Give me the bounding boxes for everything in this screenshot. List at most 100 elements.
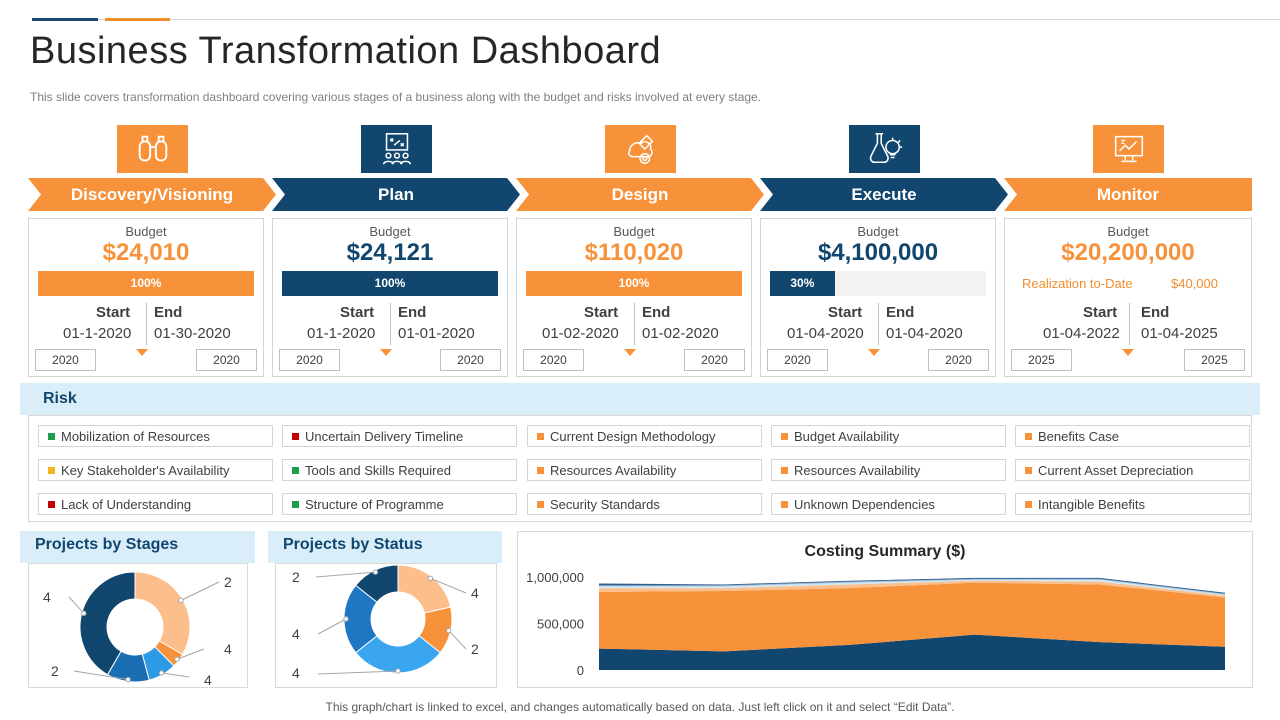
risk-item-label: Key Stakeholder's Availability [61,462,230,478]
end-label: End [1141,304,1170,321]
donut-leader-dot [174,656,180,662]
stage-chevron-label: Design [611,184,669,204]
donut-data-label: 2 [471,641,479,657]
progress-label: 100% [618,276,650,290]
progress-bar: 100% [526,271,742,296]
donut-leader-dot [125,676,131,683]
end-date: 01-04-2020 [886,325,963,342]
donut-data-label: 4 [292,665,300,681]
stage-chevron-execute[interactable]: Execute [760,178,1008,211]
end-label: End [398,304,427,321]
area-series[interactable] [599,582,1225,652]
y-tick-label: 500,000 [537,617,584,632]
stage-chevron-discovery[interactable]: Discovery/Visioning [28,178,276,211]
projects-by-status-donut: 4 2 4 4 2 [292,564,479,681]
risk-item-label: Benefits Case [1038,428,1119,444]
area-series[interactable] [599,634,1225,670]
start-date: 01-1-2020 [63,325,132,342]
donut-segment[interactable] [355,564,399,603]
timeline-marker [380,349,392,356]
y-tick-label: 1,000,000 [526,570,584,585]
donut-data-label: 2 [292,569,300,585]
risk-status-dot [781,500,788,508]
donut-segment[interactable] [397,564,452,614]
risk-item: Resources Availability [771,459,1006,481]
donut-leader-dot [158,670,165,676]
start-year: 2020 [767,349,828,371]
projects-by-status-title: Projects by Status [268,531,502,563]
donut-leader-line [180,581,220,601]
costing-summary-chart[interactable]: 0 500,000 1,000,000 [517,560,1253,685]
risk-item-label: Resources Availability [550,462,677,478]
donut-data-label: 4 [292,626,300,642]
start-date: 01-1-2020 [307,325,376,342]
risk-item-label: Mobilization of Resources [61,428,210,444]
end-year: 2020 [196,349,257,371]
projects-by-status-panel: 4 2 4 4 2 [275,563,497,688]
donut-leader-line [430,577,467,594]
area-series[interactable] [599,580,1225,598]
end-label: End [642,304,671,321]
risk-item-label: Lack of Understanding [61,496,192,512]
donut-leader-dot [445,627,452,634]
risk-status-dot [537,500,544,508]
stage-chevron-label: Execute [851,184,917,204]
donut-data-label: 2 [224,574,232,590]
budget-value: $20,200,000 [1061,239,1195,266]
stage-chevron-design[interactable]: Design [516,178,764,211]
start-year: 2020 [523,349,584,371]
progress-label: 100% [374,276,406,290]
budget-value: $4,100,000 [817,239,939,266]
budget-value: $24,010 [102,239,190,266]
donut-segment[interactable] [134,571,191,656]
risk-item: Lack of Understanding [38,493,273,515]
risk-item: Uncertain Delivery Timeline [282,425,517,447]
risk-item-label: Current Design Methodology [550,428,716,444]
risk-status-dot [781,466,788,474]
risk-item: Current Design Methodology [527,425,762,447]
header-accent-orange [105,18,170,21]
progress-bar: 30% [770,271,986,296]
donut-leader-line [317,670,399,675]
progress-label: 30% [790,276,815,290]
budget-value: $24,121 [346,239,434,266]
risk-title: Risk [43,390,77,407]
page-title: Business Transformation Dashboard [30,30,662,72]
start-date: 01-02-2020 [542,325,619,342]
stage-chevron-plan[interactable]: Plan [272,178,520,211]
budget-card-monitor: Budget $20,200,000 Realization to-Date $… [1004,218,1252,377]
donut-leader-line [315,571,376,578]
donut-segment[interactable] [79,571,136,676]
progress-fill [770,271,835,296]
start-date: 01-04-2020 [787,325,864,342]
end-label: End [886,304,915,321]
donut-leader-dot [81,610,87,616]
timeline-marker [1122,349,1134,356]
budget-card-design: Budget $110,020 100% Start End 01-02-202… [516,218,752,377]
chart-title: Costing Summary ($) [804,543,966,560]
start-label: Start [96,304,131,321]
donut-leader-line [176,648,205,660]
risk-item-label: Security Standards [550,496,660,512]
realization-value: $40,000 [1171,276,1218,291]
risk-item: Benefits Case [1015,425,1250,447]
donut-leader-line [448,630,467,650]
donut-data-label: 2 [51,663,59,679]
timeline-marker [624,349,636,356]
risk-item: Intangible Benefits [1015,493,1250,515]
date-separator [1129,303,1130,345]
risk-item-label: Intangible Benefits [1038,496,1145,512]
budget-card-execute: Budget $4,100,000 30% Start End 01-04-20… [760,218,996,377]
header-accent-blue [32,18,98,21]
end-year: 2025 [1184,349,1245,371]
costing-summary-panel[interactable] [517,531,1253,688]
date-separator [390,303,391,345]
end-year: 2020 [684,349,745,371]
stage-chevron-monitor[interactable]: Monitor [1004,178,1252,211]
risk-status-dot [1025,466,1032,474]
budget-value: $110,020 [584,239,684,266]
risk-status-dot [1025,500,1032,508]
risk-item: Security Standards [527,493,762,515]
area-series[interactable] [599,579,1225,596]
progress-bar: 100% [282,271,498,296]
